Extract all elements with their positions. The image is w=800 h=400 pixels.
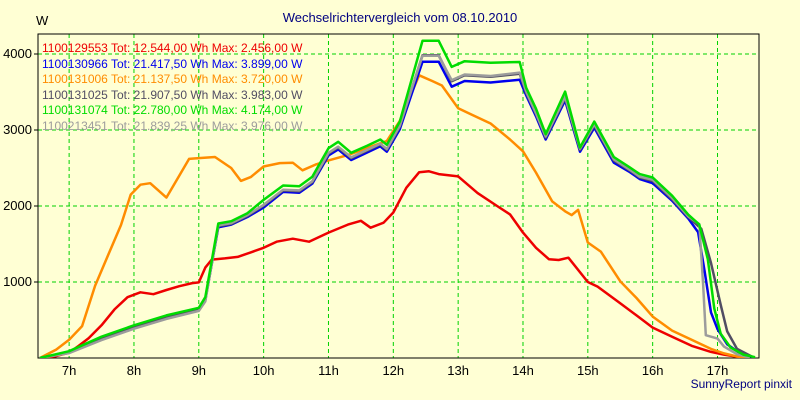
chart-title: Wechselrichtervergleich vom 08.10.2010 — [282, 10, 518, 25]
legend: 1100129553 Tot: 12.544,00 Wh Max: 2.456,… — [42, 41, 302, 134]
series-line-1100213451 — [39, 54, 751, 358]
series-line-1100131074 — [39, 39, 756, 358]
x-tick-label: 16h — [642, 363, 664, 378]
legend-item-1100131006: 1100131006 Tot: 21.137,50 Wh Max: 3.720,… — [42, 72, 303, 86]
x-tick-label: 13h — [447, 363, 469, 378]
y-tick-label: 1000 — [3, 274, 32, 289]
legend-item-1100129553: 1100129553 Tot: 12.544,00 Wh Max: 2.456,… — [42, 41, 303, 55]
legend-item-1100131025: 1100131025 Tot: 21.907,50 Wh Max: 3.983,… — [42, 87, 303, 102]
y-axis-unit-label: W — [36, 13, 49, 28]
x-tick-label: 10h — [253, 363, 275, 378]
x-tick-label: 8h — [127, 363, 141, 378]
series-group — [39, 39, 756, 358]
footer-credit: SunnyReport pinxit — [690, 377, 792, 391]
x-tick-label: 9h — [192, 363, 206, 378]
series-line-1100129553 — [43, 170, 741, 358]
x-tick-label: 7h — [62, 363, 76, 378]
y-tick-label: 2000 — [3, 198, 32, 213]
x-tick-label: 12h — [382, 363, 404, 378]
x-tick-label: 14h — [512, 363, 534, 378]
legend-item-1100213451: 1100213451 Tot: 21.839,25 Wh Max: 3.976,… — [42, 118, 303, 133]
plot-frame — [37, 33, 760, 359]
x-tick-label: 15h — [577, 363, 599, 378]
legend-item-1100131074: 1100131074 Tot: 22.780,00 Wh Max: 4.174,… — [42, 103, 303, 117]
x-tick-label: 17h — [707, 363, 729, 378]
legend-item-1100130966: 1100130966 Tot: 21.417,50 Wh Max: 3.899,… — [42, 56, 303, 71]
x-tick-label: 11h — [318, 363, 339, 378]
y-tick-label: 3000 — [3, 122, 32, 137]
y-tick-label: 4000 — [3, 46, 32, 61]
